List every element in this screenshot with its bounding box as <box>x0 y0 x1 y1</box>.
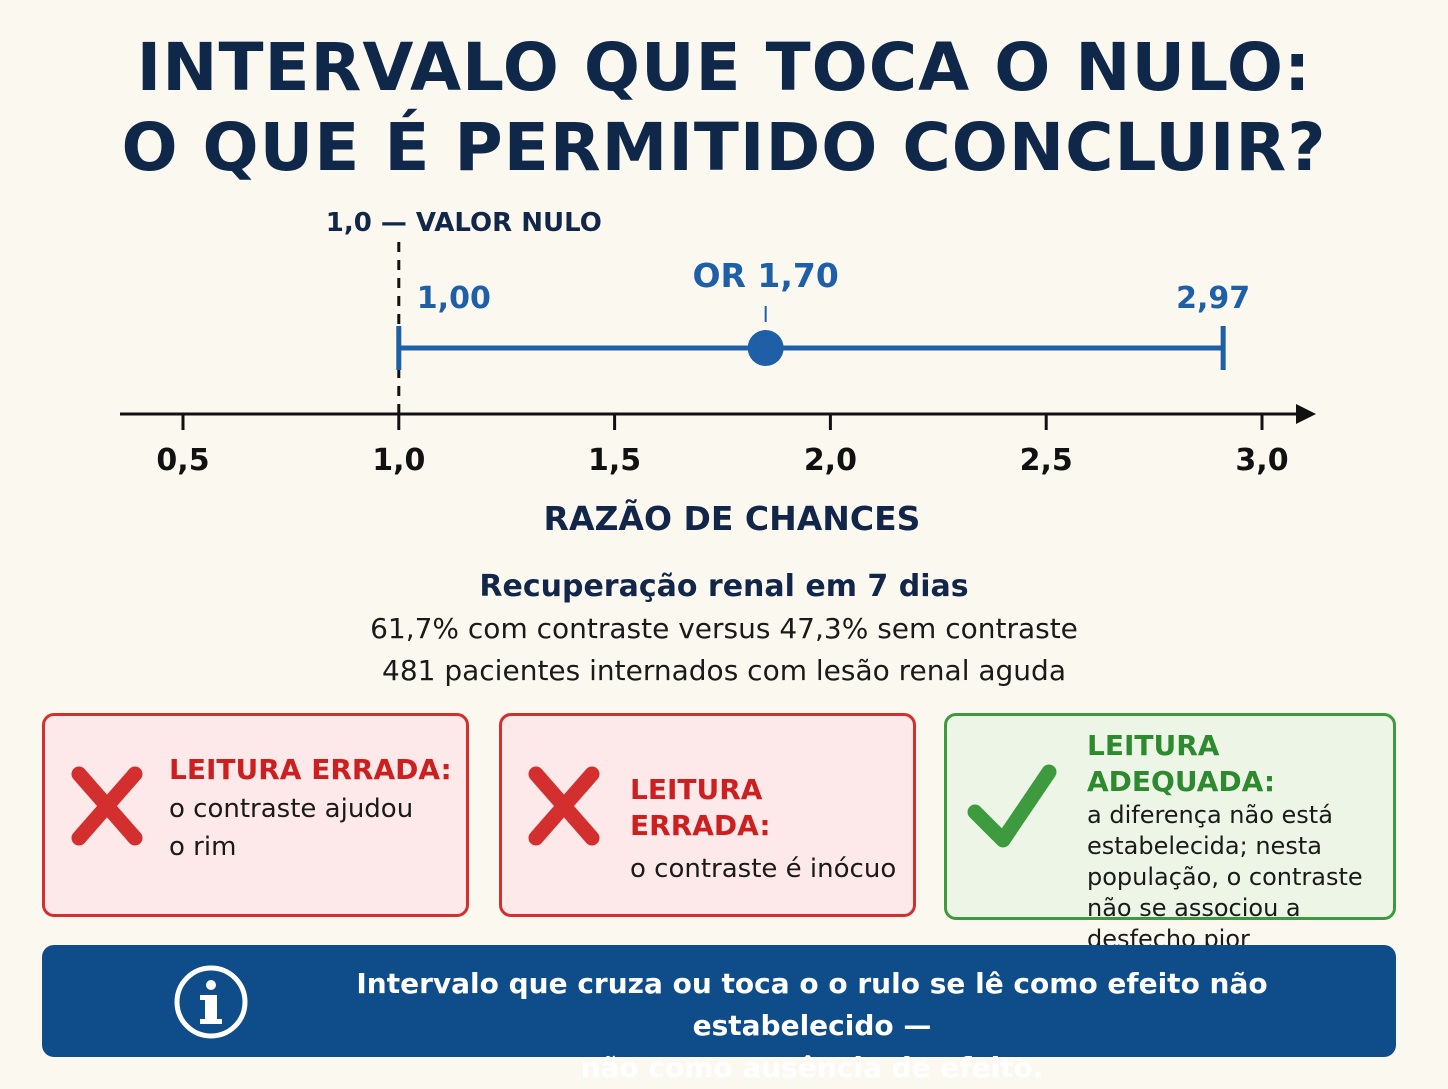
card-3-body-line-2: estabelecida; nesta <box>1087 832 1322 860</box>
card-3-body-line-4: não se associou a <box>1087 894 1301 922</box>
banner-line-1: Intervalo que cruza ou toca o o rulo se … <box>356 967 1268 1042</box>
card-3-body-line-1: a diferença não está <box>1087 801 1333 829</box>
x-axis-arrow <box>1296 404 1316 424</box>
x-tick-label: 1,0 <box>372 443 425 478</box>
x-tick-label: 3,0 <box>1235 443 1288 478</box>
title-line-2: O QUE É PERMITIDO CONCLUIR? <box>121 109 1327 186</box>
card-2-heading: LEITURA ERRADA: <box>630 773 771 842</box>
card-2-body-line-1: o contraste é inócuo <box>630 854 897 884</box>
ci-upper-label: 2,97 <box>1176 281 1250 316</box>
check-mark-icon <box>967 764 1057 848</box>
wrong-reading-card-1: LEITURA ERRADA: o contraste ajudou o rim <box>42 713 469 917</box>
x-axis-title: RAZÃO DE CHANCES <box>544 498 921 538</box>
x-mark-icon <box>71 766 143 846</box>
x-mark-icon <box>528 766 600 846</box>
card-1-heading: LEITURA ERRADA: <box>169 753 452 786</box>
ci-lower-label: 1,00 <box>417 281 491 316</box>
point-estimate-label: OR 1,70 <box>692 256 838 295</box>
study-population: 481 pacientes internados com lesão renal… <box>382 654 1066 687</box>
card-3-heading: LEITURA ADEQUADA: <box>1087 729 1276 798</box>
study-summary: Recuperação renal em 7 dias 61,7% com co… <box>0 566 1448 692</box>
x-tick-label: 2,5 <box>1020 443 1073 478</box>
card-1-body-line-2: o rim <box>169 832 237 862</box>
right-reading-card: LEITURA ADEQUADA: a diferença não está e… <box>944 713 1396 953</box>
confidence-interval-chart: 0,5 1,0 1,5 2,0 2,5 3,0 RAZÃO DE CHANCES 1,0 — … <box>120 208 1316 538</box>
null-value-label: 1,0 — VALOR NULO <box>326 208 602 238</box>
x-tick-label: 1,5 <box>588 443 641 478</box>
takeaway-banner: Intervalo que cruza ou toca o o rulo se … <box>42 945 1396 1084</box>
card-1-body-line-1: o contraste ajudou <box>169 794 414 824</box>
banner-line-2: não como ausência de efeito. <box>580 1051 1044 1084</box>
x-tick-label: 2,0 <box>804 443 857 478</box>
wrong-reading-card-2: LEITURA ERRADA: o contraste é inócuo <box>499 713 916 917</box>
x-tick-label: 0,5 <box>156 443 209 478</box>
study-title: Recuperação renal em 7 dias <box>479 569 969 604</box>
page-title: INTERVALO QUE TOCA O NULO: O QUE É PERMI… <box>0 28 1448 188</box>
title-line-1: INTERVALO QUE TOCA O NULO: <box>136 29 1312 106</box>
study-rates: 61,7% com contraste versus 47,3% sem con… <box>370 612 1078 645</box>
point-estimate-marker <box>747 330 784 366</box>
card-3-body-line-3: população, o contraste <box>1087 863 1363 891</box>
info-icon <box>174 965 248 1039</box>
